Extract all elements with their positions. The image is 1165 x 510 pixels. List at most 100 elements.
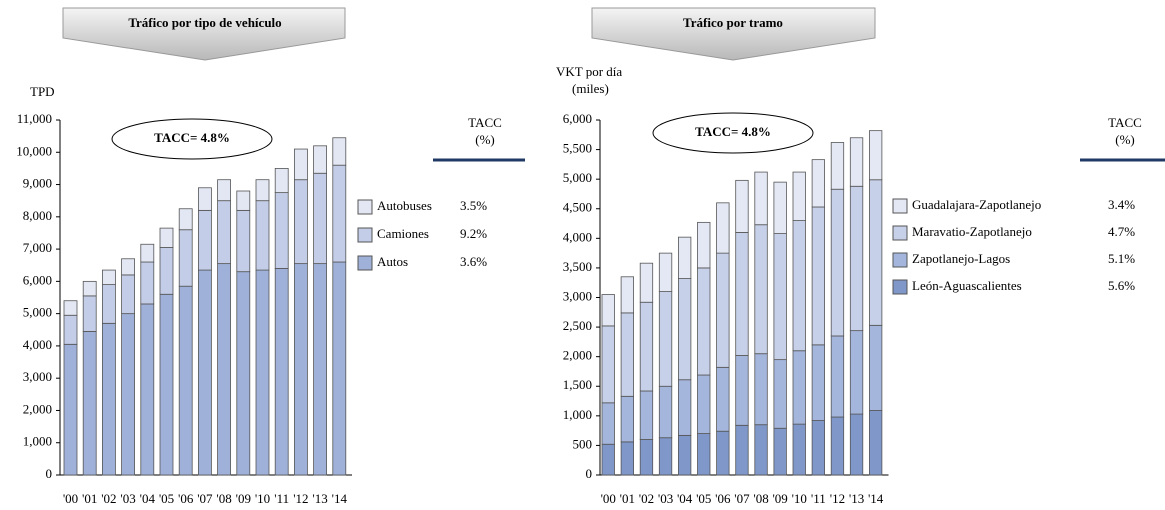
bar-segment [274, 192, 289, 269]
bar-segment [63, 343, 78, 476]
bar-segment [197, 209, 212, 271]
bar-segment [121, 258, 135, 276]
bar-segment [830, 142, 845, 190]
bar-segment [678, 236, 692, 279]
x-tick-label: '06 [178, 491, 194, 506]
legend-swatch [892, 198, 908, 214]
bar-segment [82, 280, 97, 297]
y-tick-label: 4,500 [563, 200, 592, 215]
y-tick-label: 4,000 [563, 229, 592, 244]
y-tick-label: 5,000 [563, 170, 592, 185]
annotation: TACC= 4.8% [695, 124, 771, 139]
x-tick-label: '14 [332, 491, 348, 506]
y-tick-label: 2,000 [563, 348, 592, 363]
bar-segment [178, 208, 193, 231]
bar-segment [811, 159, 825, 208]
bar-segment [869, 324, 883, 411]
y-tick-label: 10,000 [16, 143, 52, 158]
bar-segment [754, 171, 768, 226]
y-tick-label: 6,000 [23, 272, 52, 287]
bar-segment [754, 424, 768, 476]
bar-segment [620, 276, 634, 314]
bar-segment [849, 330, 864, 415]
bar-segment [140, 303, 155, 476]
x-tick-label: '01 [82, 491, 97, 506]
bar-segment [735, 355, 749, 426]
bar-segment [217, 200, 232, 265]
bar-segment [332, 137, 347, 166]
bar-segment [620, 312, 634, 397]
banner [62, 7, 346, 61]
bar-segment [601, 294, 615, 327]
bar-segment [869, 179, 883, 326]
legend-tacc: 9.2% [460, 226, 487, 241]
bar-segment [140, 243, 155, 263]
x-tick-label: '08 [216, 491, 231, 506]
x-tick-label: '02 [639, 491, 654, 506]
bar-segment [849, 413, 864, 476]
bar-segment [313, 172, 328, 265]
legend-title: (%) [475, 132, 495, 147]
bar-segment [792, 171, 806, 221]
y-tick-label: 5,000 [23, 305, 52, 320]
x-tick-label: '11 [274, 491, 289, 506]
bar-segment [697, 267, 711, 376]
y-tick-label: 2,000 [23, 401, 52, 416]
x-tick-label: '12 [830, 491, 845, 506]
bar-segment [639, 301, 654, 392]
legend-label: Maravatio-Zapotlanejo [912, 224, 1032, 239]
legend-tacc: 5.1% [1108, 251, 1135, 266]
y-axis-label: (miles) [572, 81, 609, 96]
y-tick-label: 3,500 [563, 259, 592, 274]
bar-segment [735, 232, 749, 356]
legend-label: Zapotlanejo-Lagos [912, 251, 1010, 266]
legend-swatch [357, 199, 373, 215]
y-tick-label: 0 [586, 466, 593, 481]
bar-segment [754, 224, 768, 355]
bar-segment [121, 274, 135, 315]
bar-segment [159, 293, 174, 476]
legend-tacc: 3.4% [1108, 197, 1135, 212]
x-tick-label: '04 [677, 491, 693, 506]
bar-segment [236, 271, 251, 476]
bar-segment [121, 313, 135, 476]
bar-segment [735, 424, 749, 476]
legend-label: Autobuses [377, 198, 432, 213]
chart-title: Tráfico por tramo [683, 15, 783, 30]
bar-segment [639, 262, 654, 303]
legend-title: (%) [1115, 132, 1135, 147]
bar-segment [197, 269, 212, 476]
bar-segment [792, 350, 806, 425]
bar-segment [716, 252, 730, 368]
x-tick-label: '07 [197, 491, 213, 506]
x-tick-label: '12 [293, 491, 308, 506]
bar-segment [678, 278, 692, 381]
bar-segment [255, 200, 270, 271]
bar-segment [178, 229, 193, 287]
bar-segment [255, 179, 270, 202]
bar-segment [159, 247, 174, 295]
bar-segment [811, 206, 825, 346]
bar-segment [658, 252, 673, 292]
bar-segment [792, 423, 806, 476]
legend-label: Autos [377, 254, 408, 269]
bar-segment [792, 220, 806, 352]
y-tick-label: 2,500 [563, 318, 592, 333]
y-tick-label: 1,000 [563, 407, 592, 422]
bar-segment [601, 402, 615, 445]
bar-segment [82, 295, 97, 332]
x-tick-label: '09 [236, 491, 251, 506]
annotation-ellipse [652, 112, 814, 154]
x-tick-label: '04 [140, 491, 156, 506]
y-axis-label: VKT por día [556, 64, 622, 79]
bar-segment [639, 390, 654, 440]
annotation: TACC= 4.8% [154, 130, 230, 145]
bar-segment [197, 187, 212, 211]
bar-segment [849, 185, 864, 332]
bar-segment [773, 427, 787, 476]
bar-segment [869, 130, 883, 181]
y-tick-label: 11,000 [17, 111, 52, 126]
legend-tacc: 4.7% [1108, 224, 1135, 239]
bar-segment [102, 322, 116, 476]
bar-segment [658, 291, 673, 387]
